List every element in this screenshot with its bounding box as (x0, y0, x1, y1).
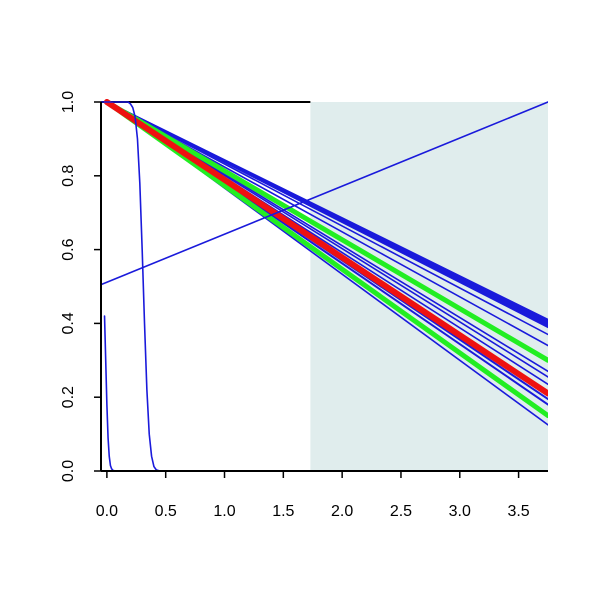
y-tick-label: 0.4 (60, 312, 77, 334)
x-tick-label: 0.0 (96, 503, 118, 520)
shaded-region (310, 102, 548, 471)
series-line-5 (106, 101, 548, 336)
x-tick-label: 3.5 (507, 503, 529, 520)
series-line-17 (101, 101, 548, 472)
series-line-16 (101, 101, 548, 286)
series-line-13 (104, 99, 548, 363)
y-tick-label: 0.8 (60, 165, 77, 187)
y-tick-label: 0.0 (60, 460, 77, 482)
x-tick-label: 1.0 (213, 503, 235, 520)
x-tick-label: 1.5 (272, 503, 294, 520)
series-line-4 (105, 101, 548, 329)
x-tick-label: 2.0 (331, 503, 353, 520)
y-tick-label: 0.2 (60, 386, 77, 408)
x-tick-label: 3.0 (449, 503, 471, 520)
series-line-14 (104, 99, 548, 419)
x-tick-label: 2.5 (390, 503, 412, 520)
y-tick-label: 0.6 (60, 238, 77, 260)
y-tick-label: 1.0 (60, 91, 77, 113)
x-tick-label: 0.5 (155, 503, 177, 520)
series-line-15 (103, 99, 548, 397)
